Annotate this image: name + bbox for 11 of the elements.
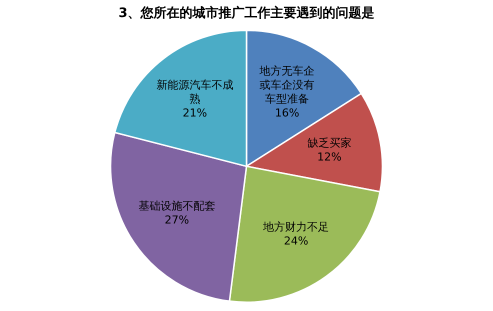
chart-title: 3、您所在的城市推广工作主要遇到的问题是 bbox=[118, 5, 375, 22]
slice-label: 缺乏买家 bbox=[307, 136, 352, 150]
data-label: 21% bbox=[182, 106, 208, 120]
slice-label: 地方财力不足 bbox=[262, 220, 330, 234]
data-label: 16% bbox=[274, 106, 300, 120]
data-label: 27% bbox=[164, 214, 190, 227]
data-label: 12% bbox=[317, 150, 342, 164]
slice-label: 地方无车企或车企没有车型准备 bbox=[258, 64, 315, 106]
slice-label: 基础设施不配套 bbox=[138, 200, 216, 213]
slice-label: 新能源汽车不成熟 bbox=[156, 78, 234, 106]
data-label: 24% bbox=[284, 234, 308, 248]
